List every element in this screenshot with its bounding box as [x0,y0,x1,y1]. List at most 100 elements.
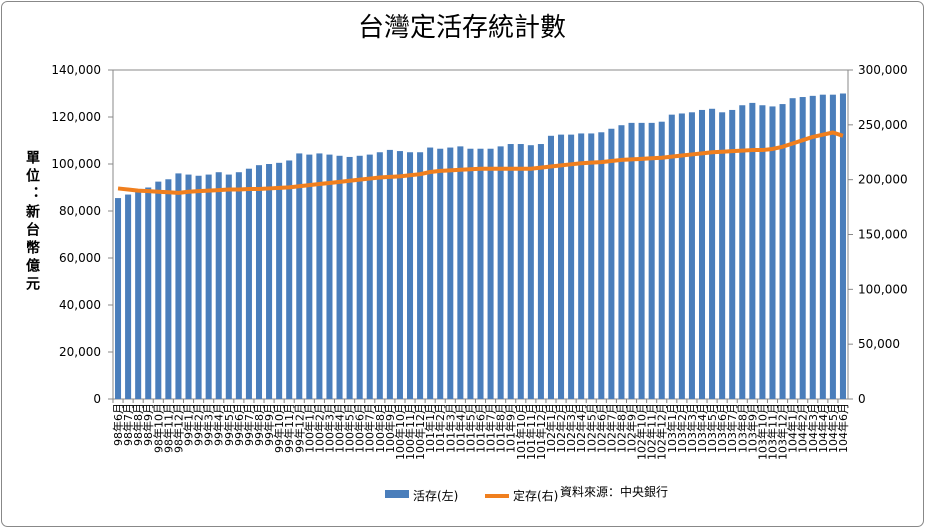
x-tick-label: 100年4月 [333,403,347,453]
bar [437,148,444,399]
bar [598,132,605,399]
bar [537,144,544,399]
bar [809,95,816,399]
x-tick-label: 103年8月 [735,403,749,453]
x-tick-label: 99年12月 [292,403,306,453]
x-tick-label: 100年8月 [373,403,387,453]
bar [739,105,746,399]
x-tick-label: 103年11月 [765,403,779,460]
x-tick-label: 101年8月 [494,403,508,453]
bar [286,160,293,399]
bar [266,164,273,399]
x-tick-label: 101年5月 [463,403,477,453]
y-tick-label: 60,000 [59,251,101,265]
x-tick-label: 102年6月 [594,403,608,453]
x-tick-label: 98年7月 [121,403,135,446]
y2-tick-label: 0 [858,392,866,406]
bar [729,109,736,399]
bar [608,128,615,399]
bar [839,93,846,399]
x-tick-label: 99年3月 [202,403,216,446]
bar [115,198,122,399]
x-tick-label: 99年10月 [272,403,286,453]
bar [386,149,393,399]
x-tick-label: 99年9月 [262,403,276,446]
x-tick-label: 101年10月 [514,403,528,460]
bar [678,113,685,399]
x-tick-label: 98年6月 [111,403,125,446]
x-tick-label: 99年5月 [222,403,236,446]
x-tick-label: 103年4月 [695,403,709,453]
bar [417,152,424,399]
y2-tick-label: 300,000 [858,63,908,77]
bar [698,109,706,399]
bar [477,148,484,399]
x-tick-label: 103年9月 [745,403,759,453]
x-tick-label: 103年7月 [725,403,739,453]
x-tick-label: 99年11月 [282,403,296,453]
bar [225,174,232,399]
bar [175,173,182,399]
x-tick-label: 98年10月 [151,403,165,453]
bar [749,102,756,400]
bar [336,155,343,399]
y2-tick-label: 100,000 [858,282,908,296]
bar [558,134,565,399]
bar [648,122,655,399]
x-tick-label: 98年11月 [161,403,175,453]
bar [709,108,716,400]
bar [719,112,726,400]
x-tick-label: 103年10月 [755,403,769,460]
bar [517,144,524,399]
bar [195,175,202,399]
x-tick-label: 104年4月 [816,403,830,453]
y-tick-label: 40,000 [59,298,101,312]
x-tick-label: 102年3月 [564,403,578,453]
bar [145,187,152,399]
bar [245,168,252,399]
x-tick-label: 98年8月 [131,403,145,446]
bar [759,105,766,399]
bar [829,94,836,400]
bar [467,148,474,399]
x-tick-label: 103年5月 [705,403,719,453]
legend-label: 活存(左) [413,488,458,503]
bar [769,106,776,400]
bar [135,189,142,399]
x-tick-label: 99年7月 [242,403,256,446]
x-tick-label: 104年6月 [836,403,850,453]
x-tick-label: 104年5月 [826,403,840,453]
x-tick-label: 101年6月 [474,403,488,453]
x-tick-label: 98年12月 [171,403,185,453]
bar [507,144,514,399]
x-tick-label: 99年6月 [232,403,246,446]
bar [346,156,353,399]
bar [165,179,172,399]
y-tick-label: 100,000 [51,157,101,171]
x-tick-label: 102年7月 [604,403,618,453]
x-tick-label: 98年9月 [141,403,155,446]
x-tick-label: 100年5月 [343,403,357,453]
bar [296,153,303,399]
x-tick-label: 103年12月 [776,403,790,460]
bar [125,194,132,399]
x-tick-label: 99年8月 [252,403,266,446]
bar [447,147,454,399]
bar [427,147,434,399]
x-tick-label: 103年3月 [685,403,699,453]
bar [487,148,494,399]
y2-tick-label: 250,000 [858,118,908,132]
x-tick-label: 102年8月 [614,403,628,453]
x-tick-label: 101年11月 [524,403,538,460]
bar [457,146,464,399]
bar [527,145,534,399]
x-tick-label: 99年1月 [182,403,196,446]
bar [407,152,414,399]
bar [779,104,786,399]
x-tick-label: 101年9月 [504,403,518,453]
bar [578,133,585,399]
x-tick-label: 103年1月 [665,403,679,453]
line [117,130,844,195]
